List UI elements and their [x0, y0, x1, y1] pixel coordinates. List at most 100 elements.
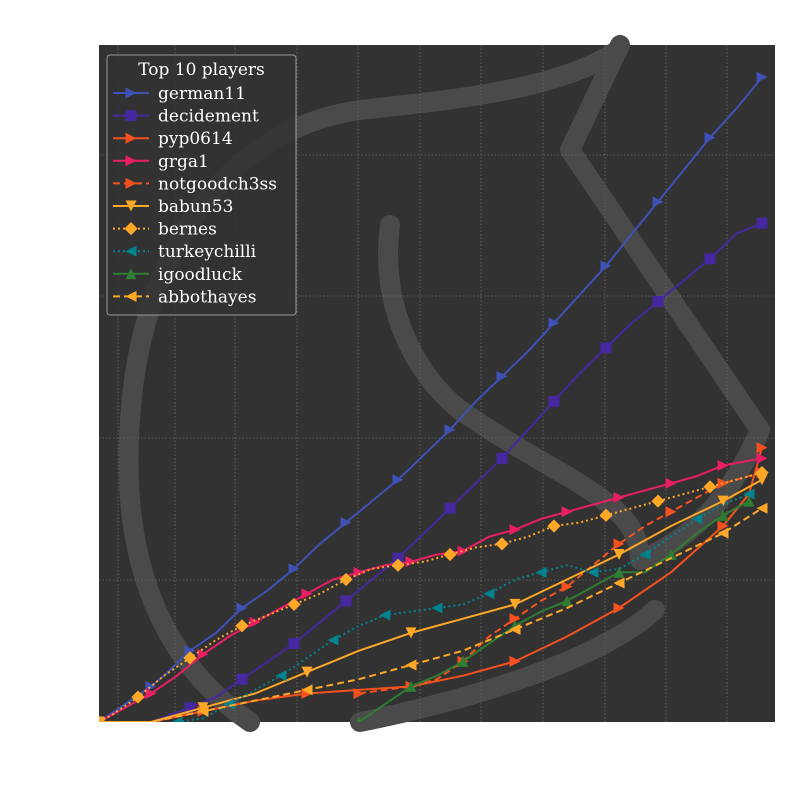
data-point	[496, 452, 508, 464]
legend-marker	[125, 155, 137, 167]
data-point	[131, 690, 145, 704]
data-point	[652, 196, 664, 208]
series-abbothayes	[99, 502, 768, 722]
data-point	[353, 687, 365, 699]
data-point	[613, 602, 625, 614]
data-point	[496, 370, 508, 382]
legend-marker	[125, 268, 137, 280]
data-point	[509, 613, 521, 625]
data-point	[339, 572, 353, 587]
legend-entry-bernes: bernes	[113, 220, 217, 240]
data-point	[755, 465, 769, 480]
legend-entry-german11: german11	[113, 84, 246, 104]
data-point	[340, 595, 352, 607]
data-point	[703, 480, 717, 494]
data-point	[613, 549, 625, 561]
data-point	[301, 666, 313, 678]
data-point	[756, 452, 768, 464]
data-point	[509, 598, 521, 610]
data-point	[756, 217, 768, 229]
data-point	[287, 597, 301, 612]
legend-entry-igoodluck: igoodluck	[113, 265, 243, 285]
data-point	[443, 547, 457, 562]
data-point	[717, 520, 729, 532]
legend-label: decidement	[158, 107, 259, 127]
data-point	[145, 687, 157, 699]
legend-entry-turkeychilli: turkeychilli	[113, 242, 257, 262]
data-point	[691, 513, 703, 525]
data-point	[288, 638, 300, 650]
data-point	[444, 424, 456, 436]
legend-marker	[125, 177, 137, 189]
data-point	[483, 588, 495, 600]
knight-watermark	[118, 35, 770, 732]
data-point	[717, 509, 729, 521]
legend-label: abbothayes	[158, 287, 256, 307]
data-point	[391, 558, 405, 572]
data-point	[405, 627, 417, 639]
data-point	[509, 655, 521, 667]
data-point	[236, 673, 248, 685]
data-point	[639, 549, 651, 561]
data-point	[275, 670, 287, 682]
legend-entry-babun53: babun53	[113, 197, 233, 217]
legend-label: bernes	[158, 220, 217, 240]
series-line-babun53	[99, 478, 763, 722]
data-point	[613, 538, 625, 550]
legend-label: german11	[158, 84, 246, 104]
data-point	[587, 566, 599, 578]
data-point	[613, 492, 625, 504]
series-german11	[99, 71, 768, 722]
data-point	[457, 655, 469, 667]
data-point	[651, 494, 665, 508]
legend-label: pyp0614	[158, 129, 233, 149]
data-point	[249, 616, 261, 628]
data-point	[717, 495, 729, 507]
series-bernes	[99, 465, 769, 722]
data-point	[392, 474, 404, 486]
data-point	[392, 552, 404, 564]
series-line-grga1	[99, 457, 763, 722]
data-point	[405, 680, 417, 692]
data-point	[223, 698, 235, 710]
series-line-bernes	[99, 471, 763, 722]
data-point	[743, 495, 755, 507]
data-point	[431, 602, 443, 614]
legend-label: babun53	[158, 197, 233, 217]
data-point	[444, 502, 456, 514]
data-point	[288, 563, 300, 575]
data-point	[756, 502, 768, 514]
data-point	[405, 659, 417, 671]
data-point	[561, 506, 573, 518]
series-decidement	[99, 217, 768, 722]
series-layer	[99, 71, 769, 722]
data-point	[99, 716, 105, 722]
data-point	[535, 566, 547, 578]
legend-marker	[124, 222, 138, 236]
legend-marker	[125, 245, 137, 257]
legend-marker	[125, 132, 137, 144]
data-point	[717, 459, 729, 471]
series-line-igoodluck	[358, 500, 750, 722]
data-point	[704, 253, 716, 265]
legend-marker	[125, 200, 137, 212]
data-point	[509, 524, 521, 536]
data-point	[353, 566, 365, 578]
legend-label: grga1	[158, 152, 209, 172]
data-point	[665, 506, 677, 518]
series-line-german11	[99, 76, 763, 722]
data-point	[171, 716, 183, 722]
series-line-notgoodch3ss	[358, 471, 763, 695]
series-line-turkeychilli	[176, 493, 750, 722]
data-point	[197, 705, 209, 717]
data-point	[457, 545, 469, 557]
data-point	[704, 132, 716, 144]
data-point	[236, 602, 248, 614]
data-point	[652, 296, 664, 308]
legend-marker	[125, 110, 137, 122]
legend-entry-notgoodch3ss: notgoodch3ss	[113, 174, 277, 194]
data-point	[665, 477, 677, 489]
legend-label: turkeychilli	[158, 242, 257, 262]
data-point	[717, 477, 729, 489]
